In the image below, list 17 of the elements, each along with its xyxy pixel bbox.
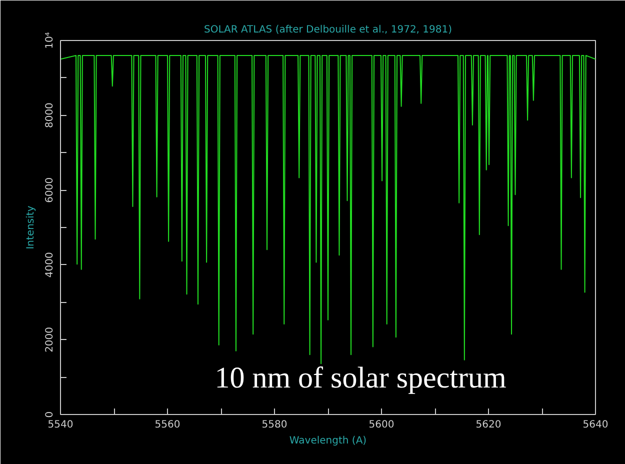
x-tick-label: 5620: [476, 420, 502, 430]
y-tick-label: 4000: [44, 252, 56, 278]
x-tick-label: 5540: [48, 420, 74, 430]
y-tick-label: 0: [44, 411, 56, 418]
x-tick-label: 5600: [368, 420, 394, 430]
y-tick-label: 6000: [44, 177, 56, 203]
x-tick-label: 5640: [582, 420, 608, 430]
annotation: 10 nm of solar spectrum: [214, 362, 506, 394]
y-tick-label: 10⁴: [44, 32, 56, 49]
y-tick-label: 2000: [44, 326, 56, 352]
y-tick-label: 8000: [44, 102, 56, 128]
chart-title: SOLAR ATLAS (after Delbouille et al., 1972, 1981): [204, 24, 452, 36]
x-axis-title: Wavelength (A): [289, 436, 367, 446]
line-series: [60, 54, 596, 364]
y-axis-title: Intensity: [26, 206, 36, 250]
x-tick-label: 5580: [262, 420, 288, 430]
x-tick-label: 5560: [154, 420, 180, 430]
